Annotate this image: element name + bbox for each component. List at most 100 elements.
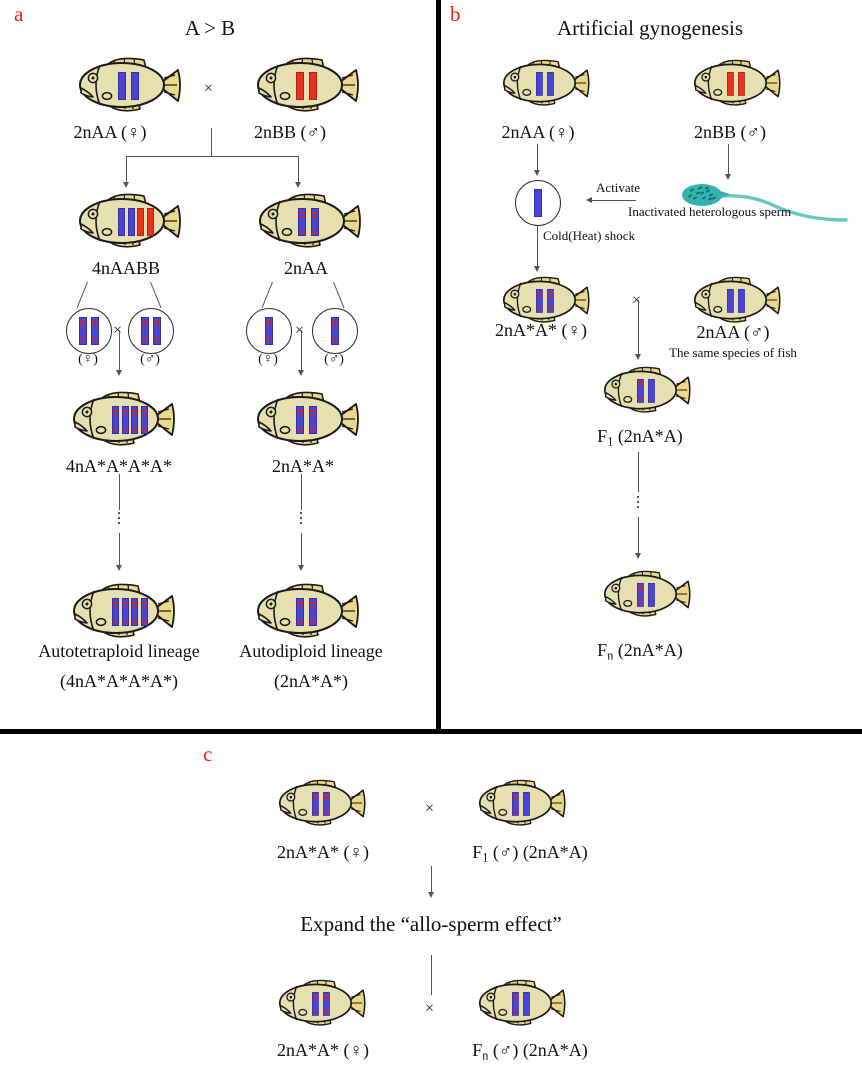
panel-a-title: A > B <box>184 16 236 40</box>
caption-gamete-male-right: (♂) <box>324 352 344 367</box>
fish-c-top-female <box>273 775 368 836</box>
caption-b-fn: Fn (2nA*A) <box>597 640 683 663</box>
fish-4nA4star <box>66 386 178 457</box>
connector-a-zygote-left <box>119 330 120 372</box>
chromosome-Astar <box>637 379 644 403</box>
fish-autotetraploid <box>66 578 178 649</box>
chromosome-Astar <box>131 598 138 626</box>
caption-4nAABB: 4nAABB <box>91 258 160 278</box>
connector-a-gamete-right-2 <box>333 281 345 309</box>
chromosome-Astar <box>265 317 273 345</box>
chromosome-Astar <box>141 317 149 345</box>
connector-a-gamete-left-1 <box>76 281 88 309</box>
connector-b-sperm <box>728 144 729 176</box>
chromosome-A <box>738 289 745 313</box>
chromosome-Astar <box>323 792 330 816</box>
arrowhead-b-shock <box>533 266 540 272</box>
panel-b-title: Artificial gynogenesis <box>556 16 744 40</box>
chromosome-Astar <box>79 317 87 345</box>
arrowhead-a-left <box>122 182 129 188</box>
caption-c-bottom-fn-male: Fn (♂) (2nA*A) <box>472 1040 588 1063</box>
chromosome-Astar <box>140 406 148 434</box>
chromosome-Astar <box>637 583 644 607</box>
chromosome-Astar <box>121 598 129 626</box>
cross-symbol-a-parents: × <box>204 80 214 97</box>
chromosome-Astar <box>131 406 138 434</box>
fish-b-2nBB-male <box>688 55 783 116</box>
caption-b-2nAA-female: 2nAA (♀) <box>501 122 575 142</box>
caption-b-gyno-female: 2nA*A* (♀) <box>495 320 587 340</box>
connector-b-f1 <box>638 300 639 356</box>
cross-symbol-a-gametes-right: × <box>295 322 305 339</box>
arrowhead-b-f1 <box>634 354 641 360</box>
chromosome-Astar <box>331 317 339 345</box>
caption-b-2nBB-male: 2nBB (♂) <box>694 122 766 142</box>
ellipsis-a-right <box>300 512 302 527</box>
chromosome-Astar <box>140 598 148 626</box>
label-allo-sperm-effect: Expand the “allo-sperm effect” <box>300 912 562 936</box>
ellipsis-a-left <box>118 512 120 527</box>
arrowhead-c-expand <box>427 892 434 898</box>
note-same-species: The same species of fish <box>669 345 797 360</box>
arrowhead-a-zygote-right <box>297 370 304 376</box>
connector-c-expand <box>431 866 432 894</box>
connector-a-zygote-right <box>301 330 302 372</box>
panel-label-c: c <box>203 742 213 766</box>
caption-gamete-male-left: (♂) <box>140 352 160 367</box>
fish-autodiploid <box>250 578 362 649</box>
caption-gamete-female-left: (♀) <box>78 352 98 367</box>
chromosome-A <box>648 583 655 607</box>
chromosome-A <box>534 189 542 217</box>
panel-divider-vertical <box>436 0 441 732</box>
caption-2nBB-male: 2nBB (♂) <box>254 122 326 142</box>
chromosome-B <box>738 72 745 96</box>
connector-a-lineage-right-top <box>301 474 302 510</box>
fish-b-f1 <box>598 362 693 423</box>
label-inactivated-sperm: Inactivated heterologous sperm <box>628 204 792 219</box>
connector-b-fn-bottom <box>638 517 639 555</box>
chromosome-A <box>547 72 554 96</box>
chromosome-Astar <box>312 792 319 816</box>
chromosome-A <box>523 792 530 816</box>
arrowhead-a-zygote-left <box>115 370 122 376</box>
caption-c-bottom-female: 2nA*A* (♀) <box>277 1040 369 1060</box>
chromosome-B <box>137 208 144 236</box>
chromosome-Astar <box>91 317 99 345</box>
panel-label-a: a <box>14 2 24 26</box>
chromosome-Astar <box>512 992 519 1016</box>
chromosome-Astar <box>296 598 304 626</box>
connector-a-gamete-right-1 <box>261 281 273 309</box>
ellipsis-b <box>637 496 639 511</box>
chromosome-A <box>118 72 126 100</box>
sperm-icon <box>680 180 848 229</box>
chromosome-B <box>296 72 304 100</box>
label-cold-heat-shock: Cold(Heat) shock <box>543 228 636 243</box>
chromosome-A <box>536 72 543 96</box>
connector-a-left-drop <box>126 156 127 184</box>
caption-b-f1: F1 (2nA*A) <box>597 426 683 449</box>
chromosome-B <box>146 208 154 236</box>
fish-b-2nAA-male <box>688 272 783 333</box>
chromosome-Astar <box>296 406 304 434</box>
chromosome-Astar <box>112 598 119 626</box>
chromosome-A <box>648 379 655 403</box>
chromosome-B <box>309 72 317 100</box>
fish-b-fn <box>598 566 693 627</box>
egg-cell-circle <box>515 180 561 226</box>
fish-c-bottom-female <box>273 975 368 1036</box>
chromosome-Astar <box>112 406 119 434</box>
chromosome-A <box>131 72 139 100</box>
chromosome-A <box>127 208 135 236</box>
chromosome-Astar <box>153 317 161 345</box>
connector-a-lineage-right-bottom <box>301 533 302 567</box>
cross-symbol-a-gametes-left: × <box>113 322 123 339</box>
fish-c-bottom-fn-male <box>473 975 568 1036</box>
chromosome-Astar <box>309 598 317 626</box>
connector-c-bottom <box>431 955 432 995</box>
caption-b-2nAA-male: 2nAA (♂) <box>696 322 770 342</box>
gamete-circle-male-left <box>128 308 174 354</box>
chromosome-B <box>727 72 734 96</box>
connector-a-lineage-left-top <box>119 474 120 510</box>
chromosome-A <box>118 208 125 236</box>
arrowhead-a-lineage-right <box>297 565 304 571</box>
